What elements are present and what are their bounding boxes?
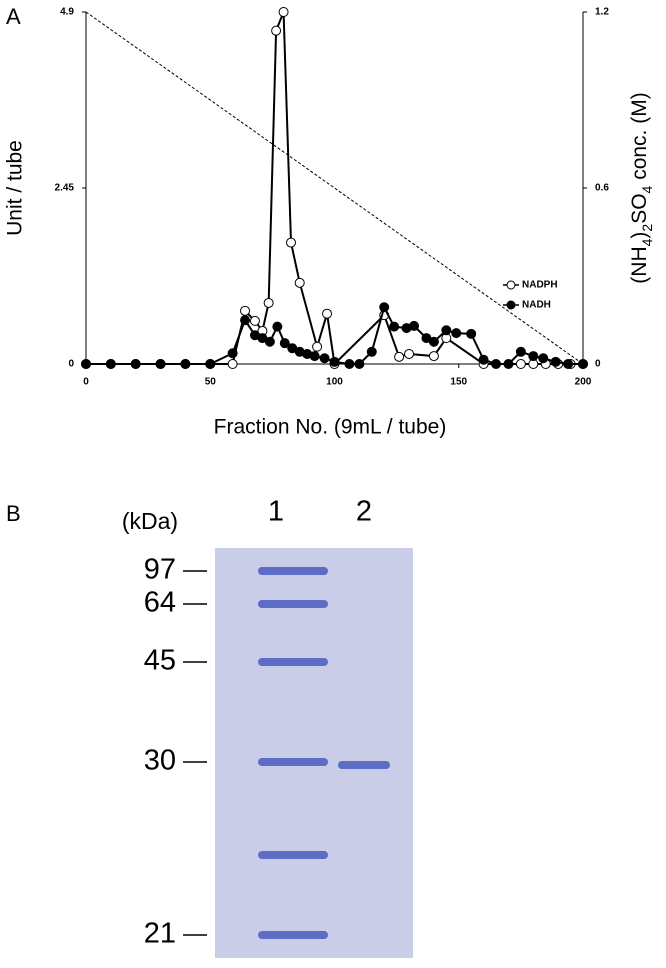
marker-label: 21 xyxy=(144,918,176,950)
gradient-line xyxy=(85,11,584,365)
data-point xyxy=(344,359,355,369)
data-point xyxy=(515,359,526,369)
x-tick-label: 100 xyxy=(326,377,343,388)
data-point xyxy=(515,346,526,357)
data-point xyxy=(263,297,274,308)
data-point xyxy=(322,308,333,319)
marker-label: 30 xyxy=(144,745,176,777)
data-point xyxy=(379,302,390,313)
data-point xyxy=(366,346,377,357)
gel-band xyxy=(258,931,328,939)
data-point xyxy=(441,325,452,336)
y2-axis-label: (NH4)2SO4 conc. (M) xyxy=(628,92,655,283)
data-point xyxy=(227,348,238,359)
legend-marker xyxy=(506,280,516,290)
lane-label: 2 xyxy=(356,496,372,528)
data-point xyxy=(389,321,400,332)
data-point xyxy=(264,336,275,347)
data-point xyxy=(105,359,116,369)
y2-tick-label: 0.6 xyxy=(595,183,609,194)
data-point xyxy=(329,356,340,367)
data-point xyxy=(354,359,365,369)
data-point xyxy=(271,25,282,36)
data-point xyxy=(205,359,216,369)
gel-unit: (kDa) xyxy=(122,508,178,534)
x-tick-label: 150 xyxy=(450,377,467,388)
data-point xyxy=(286,237,297,248)
gel-band xyxy=(258,567,328,575)
marker-label: 97 xyxy=(144,554,176,586)
gel-band xyxy=(258,758,328,766)
gel-band xyxy=(338,761,390,769)
y2-tick-label: 1.2 xyxy=(595,7,609,18)
data-point xyxy=(538,353,549,364)
x-axis-label: Fraction No. (9mL / tube) xyxy=(214,416,447,439)
data-point xyxy=(478,354,489,365)
panel-label: A xyxy=(6,4,21,29)
data-point xyxy=(278,7,289,17)
y2-tick-label: 0 xyxy=(595,359,601,370)
data-point xyxy=(394,351,405,362)
data-point xyxy=(528,351,539,362)
legend-label: NADH xyxy=(522,300,551,311)
data-line xyxy=(86,304,583,365)
y-tick-label: 4.9 xyxy=(60,7,74,18)
data-point xyxy=(294,277,305,288)
data-point xyxy=(180,359,191,369)
data-point xyxy=(428,336,439,347)
data-point xyxy=(409,320,420,331)
data-point xyxy=(81,359,91,369)
lane-label: 1 xyxy=(268,496,284,528)
data-point xyxy=(319,353,330,364)
data-point xyxy=(155,359,166,369)
legend-label: NADPH xyxy=(522,280,558,291)
gel-band xyxy=(258,600,328,608)
data-point xyxy=(491,359,502,369)
x-tick-label: 50 xyxy=(205,377,217,388)
y-axis-label: Unit / tube xyxy=(4,140,27,236)
gel-band xyxy=(258,851,328,859)
gel-image xyxy=(215,548,413,958)
data-point xyxy=(240,305,251,316)
data-point xyxy=(272,321,283,332)
data-point xyxy=(240,315,251,326)
x-tick-label: 0 xyxy=(83,377,89,388)
marker-label: 45 xyxy=(144,645,176,677)
legend-marker xyxy=(506,300,516,310)
data-point xyxy=(550,356,561,367)
y-tick-label: 0 xyxy=(68,359,74,370)
data-point xyxy=(503,359,514,369)
marker-label: 64 xyxy=(144,587,176,619)
data-point xyxy=(227,359,238,369)
data-point xyxy=(130,359,141,369)
data-point xyxy=(428,351,439,362)
data-point xyxy=(466,328,477,339)
data-point xyxy=(312,341,323,352)
x-tick-label: 200 xyxy=(575,377,592,388)
gel-band xyxy=(258,658,328,666)
data-point xyxy=(563,359,574,369)
data-point xyxy=(404,348,415,359)
panel-label: B xyxy=(6,501,21,526)
data-point xyxy=(249,315,260,326)
data-point xyxy=(578,359,588,369)
y-tick-label: 2.45 xyxy=(55,183,75,194)
data-point xyxy=(279,338,290,349)
data-point xyxy=(451,328,462,339)
data-point xyxy=(309,351,320,362)
